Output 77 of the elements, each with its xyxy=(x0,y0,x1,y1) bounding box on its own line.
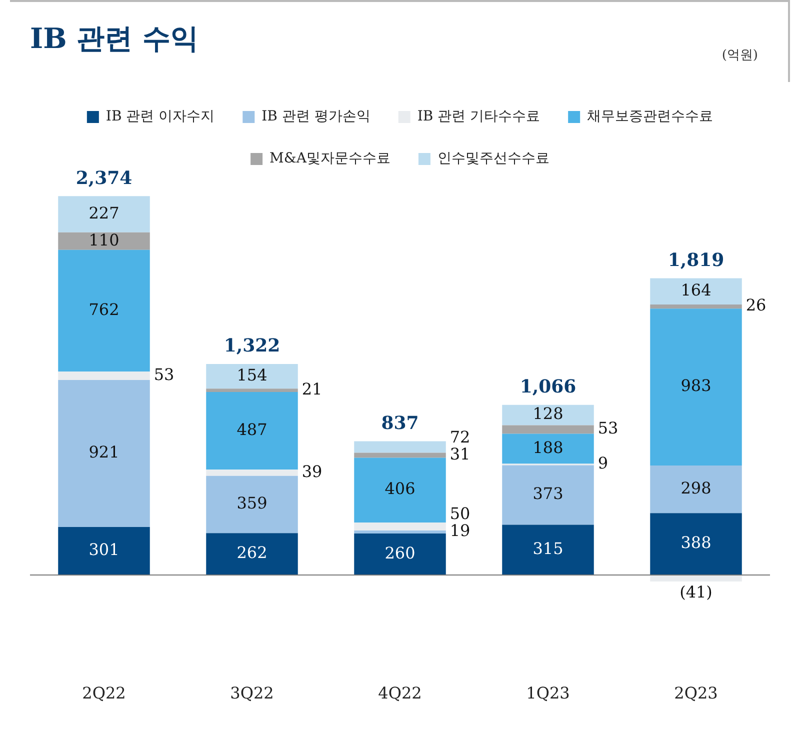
bar xyxy=(206,476,298,534)
data-label: 72 xyxy=(450,427,470,446)
data-label: 298 xyxy=(680,478,712,498)
bar xyxy=(650,575,742,582)
bar xyxy=(354,458,446,522)
data-label: 154 xyxy=(236,365,268,384)
x-tick-label: 2Q23 xyxy=(674,684,718,703)
bar xyxy=(354,452,446,458)
bar xyxy=(206,533,298,575)
data-label: 26 xyxy=(746,296,766,315)
data-label: 9 xyxy=(598,454,608,473)
bar xyxy=(206,364,298,389)
data-label: 21 xyxy=(302,379,322,398)
data-label: (41) xyxy=(680,582,712,602)
data-label: 388 xyxy=(680,533,712,552)
x-tick-label: 2Q22 xyxy=(82,684,126,703)
data-label: 315 xyxy=(532,539,564,558)
bar xyxy=(58,526,150,575)
bar xyxy=(650,513,742,575)
bar xyxy=(354,530,446,534)
data-label: 31 xyxy=(450,444,470,464)
data-label: 487 xyxy=(236,420,268,439)
x-tick-label: 1Q23 xyxy=(526,684,570,703)
x-tick-label: 4Q22 xyxy=(378,684,422,703)
legend-label: 채무보증관련수수료 xyxy=(587,108,714,125)
data-label: 406 xyxy=(384,479,416,498)
bar xyxy=(206,470,298,476)
total-label: 2,374 xyxy=(76,168,132,189)
legend-label: M&A및자문수수료 xyxy=(270,150,390,167)
bar xyxy=(58,196,150,232)
text: (억원) xyxy=(722,47,758,64)
bar xyxy=(354,441,446,453)
data-label: 53 xyxy=(598,418,618,438)
bar xyxy=(58,250,150,372)
bar xyxy=(650,308,742,466)
data-label: 301 xyxy=(88,540,120,560)
legend-label: IB 관련 평가손익 xyxy=(262,108,370,125)
data-label: 53 xyxy=(154,364,174,384)
data-label: 359 xyxy=(236,494,268,513)
bar xyxy=(650,304,742,309)
data-label: 262 xyxy=(236,543,268,562)
data-label: 983 xyxy=(680,376,712,396)
bar xyxy=(502,425,594,434)
data-label: 227 xyxy=(88,203,120,222)
data-label: 110 xyxy=(88,230,120,250)
data-label: 260 xyxy=(384,543,416,562)
total-label: 1,322 xyxy=(224,336,280,357)
data-label: 164 xyxy=(680,280,712,300)
data-label: 188 xyxy=(532,438,564,457)
bar xyxy=(502,434,594,464)
bar xyxy=(502,465,594,525)
legend-label: IB 관련 이자수지 xyxy=(106,108,215,125)
data-label: 19 xyxy=(450,521,470,540)
data-label: 50 xyxy=(450,504,470,524)
data-label: 39 xyxy=(302,462,322,481)
bar xyxy=(58,380,150,527)
bar xyxy=(58,372,150,380)
bar xyxy=(502,404,594,426)
data-label: 921 xyxy=(88,442,120,462)
total-label: 1,066 xyxy=(520,376,576,398)
legend-label: IB 관련 기타수수료 xyxy=(417,108,540,125)
chart-title: IB 관련 수익 xyxy=(30,21,198,57)
bar xyxy=(206,392,298,470)
total-label: 837 xyxy=(381,412,419,434)
data-label: 128 xyxy=(532,404,564,424)
total-label: 1,819 xyxy=(668,250,724,271)
x-tick-label: 3Q22 xyxy=(230,684,274,703)
bar xyxy=(354,534,446,575)
bar xyxy=(502,524,594,575)
bar xyxy=(206,388,298,392)
bar xyxy=(650,278,742,304)
data-label: 762 xyxy=(88,300,120,319)
bar xyxy=(650,466,742,514)
bar xyxy=(58,232,150,250)
data-label: 373 xyxy=(532,484,564,504)
legend-label: 인수및주선수수료 xyxy=(437,150,550,167)
bar xyxy=(354,522,446,530)
